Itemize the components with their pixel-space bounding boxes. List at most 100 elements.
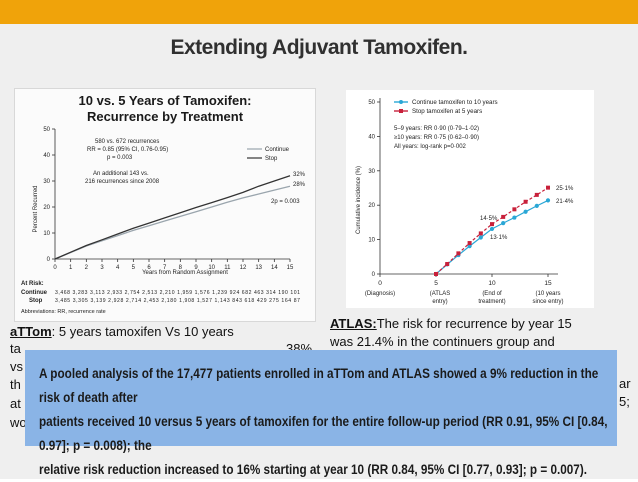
left-annotation-2: RR = 0.85 (95% CI, 0.76-0.95) — [87, 147, 168, 153]
left-continue-row: 3,468 3,283 3,113 2,933 2,754 2,513 2,21… — [55, 290, 300, 296]
right-point-stop — [467, 241, 472, 246]
right-point-continue — [523, 209, 528, 214]
right-y-tick-label: 10 — [368, 238, 375, 244]
left-x-tick-label: 5 — [132, 265, 136, 271]
right-point-stop — [456, 251, 461, 256]
attom-frag-ta: ta — [10, 341, 21, 356]
right-x-tick-label: 10 — [488, 280, 496, 287]
left-annotation-3: p = 0.003 — [107, 155, 133, 161]
right-y-tick-label: 20 — [368, 203, 375, 209]
pooled-line-3: relative risk reduction increased to 16%… — [39, 462, 588, 477]
right-point-stop — [478, 231, 483, 236]
left-at-risk-label: At Risk: — [21, 281, 44, 287]
pooled-analysis-box: A pooled analysis of the 17,477 patients… — [25, 350, 617, 477]
right-label-stop-end: 25·1% — [556, 186, 574, 192]
right-point-continue — [467, 244, 472, 249]
left-stop-row-label: Stop — [29, 298, 43, 304]
attom-line1: : 5 years tamoxifen Vs 10 years — [51, 324, 234, 339]
left-end-label-continue: 28% — [293, 182, 306, 188]
left-end-label-stop: 32% — [293, 172, 306, 178]
left-end-label-diff: 2p = 0.003 — [271, 199, 300, 205]
right-y-tick-label: 40 — [368, 134, 375, 140]
left-y-tick-label: 20 — [43, 205, 50, 211]
left-chart-title: 10 vs. 5 Years of Tamoxifen: Recurrence … — [15, 93, 315, 125]
atlas-line2: was 21.4% in the continuers group and — [330, 334, 555, 349]
atlas-head: ATLAS: — [330, 316, 377, 331]
left-series-line-stop — [54, 175, 291, 260]
left-x-tick-label: 7 — [163, 265, 167, 271]
attom-frag-at: at — [10, 396, 21, 411]
left-chart-title-line1: 10 vs. 5 Years of Tamoxifen: — [78, 93, 252, 108]
right-xtick-5-sub2: entry) — [432, 299, 447, 305]
right-x-tick-label: 0 — [378, 280, 382, 287]
left-chart-svg: Percent Recurred 580 vs. 672 recurrences… — [21, 127, 306, 315]
left-legend-stop: Stop — [265, 156, 278, 162]
right-stat-2: ≥10 years: RR 0·75 (0·62–0·90) — [394, 135, 479, 141]
right-point-stop — [523, 199, 528, 204]
right-point-stop — [501, 214, 506, 219]
right-y-tick-label: 30 — [368, 169, 375, 175]
right-stat-3: All years: log-rank p=0·002 — [394, 144, 467, 150]
atlas-frag-semicolon: 5; — [619, 394, 630, 409]
left-chart-panel: 10 vs. 5 Years of Tamoxifen: Recurrence … — [14, 88, 316, 322]
right-xtick-10-sub1: (End of — [482, 291, 502, 297]
slide-title: Extending Adjuvant Tamoxifen. — [170, 36, 468, 59]
left-chart-xlabel: Years from Random Assignment — [142, 270, 228, 276]
right-y-tick-label: 50 — [368, 100, 375, 106]
left-x-tick-label: 15 — [287, 265, 294, 271]
left-x-tick-label: 12 — [240, 265, 247, 271]
right-xtick-0-sub: (Diagnosis) — [365, 291, 395, 297]
right-chart-panel: Continue tamoxifen to 10 years Stop tamo… — [346, 90, 594, 308]
left-chart-ylabel: Percent Recurred — [33, 185, 39, 232]
top-accent-bar — [0, 0, 638, 24]
left-x-tick-label: 1 — [69, 265, 73, 271]
right-point-continue — [489, 226, 495, 232]
right-chart-ylabel: Cumulative incidence (%) — [356, 166, 362, 234]
right-point-continue — [478, 235, 483, 240]
right-point-continue — [534, 203, 539, 208]
left-continue-row-label: Continue — [21, 290, 48, 296]
right-point-continue — [512, 215, 517, 220]
right-label-stop-10: 14·5% — [480, 216, 498, 222]
right-legend-continue-marker — [399, 100, 403, 104]
left-x-tick-label: 9 — [194, 265, 198, 271]
right-point-stop — [434, 272, 438, 276]
left-y-tick-label: 0 — [47, 257, 51, 263]
left-x-tick-label: 8 — [179, 265, 183, 271]
attom-head: aTTom — [10, 324, 52, 339]
right-point-stop — [512, 207, 517, 212]
left-x-tick-label: 14 — [271, 265, 278, 271]
left-annotation-4: An additional 143 vs. — [93, 171, 149, 177]
left-series-line-continue — [54, 185, 291, 260]
right-point-stop — [546, 185, 550, 190]
left-y-tick-label: 40 — [43, 153, 50, 159]
right-chart-svg: Continue tamoxifen to 10 years Stop tamo… — [356, 98, 574, 305]
attom-frag-wo: wo — [10, 415, 27, 430]
right-legend-stop-marker — [399, 109, 403, 113]
right-x-tick-label: 5 — [434, 280, 438, 287]
right-label-cont-10: 13·1% — [490, 235, 508, 241]
right-point-stop — [534, 192, 539, 197]
attom-note: aTTom: 5 years tamoxifen Vs 10 years — [10, 323, 310, 341]
right-label-cont-end: 21·4% — [556, 199, 574, 205]
left-x-tick-label: 11 — [224, 265, 231, 271]
right-x-tick-label: 15 — [544, 280, 552, 287]
left-y-tick-label: 10 — [43, 231, 50, 237]
left-chart-title-line2: Recurrence by Treatment — [86, 109, 244, 124]
attom-frag-vs: vs — [10, 359, 23, 374]
atlas-frag-ar: ar — [619, 376, 631, 391]
left-stop-row: 3,485 3,305 3,139 2,928 2,714 2,453 2,18… — [55, 298, 300, 304]
left-annotation-1: 580 vs. 672 recurrences — [95, 139, 159, 145]
attom-frag-th: th — [10, 377, 21, 392]
left-abbrev: Abbreviations: RR, recurrence rate — [21, 309, 106, 315]
pooled-line-1: A pooled analysis of the 17,477 patients… — [39, 366, 599, 405]
right-xtick-15-sub2: since entry) — [532, 299, 563, 305]
left-x-tick-label: 3 — [100, 265, 104, 271]
atlas-line1: The risk for recurrence by year 15 — [376, 316, 572, 331]
left-x-tick-label: 13 — [255, 265, 262, 271]
pooled-line-2: patients received 10 versus 5 years of t… — [39, 414, 608, 453]
left-x-tick-label: 10 — [208, 265, 215, 271]
right-y-tick-label: 0 — [372, 272, 376, 278]
pooled-analysis-text: A pooled analysis of the 17,477 patients… — [39, 362, 609, 482]
left-annotation-5: 216 recurrences since 2008 — [85, 179, 160, 185]
